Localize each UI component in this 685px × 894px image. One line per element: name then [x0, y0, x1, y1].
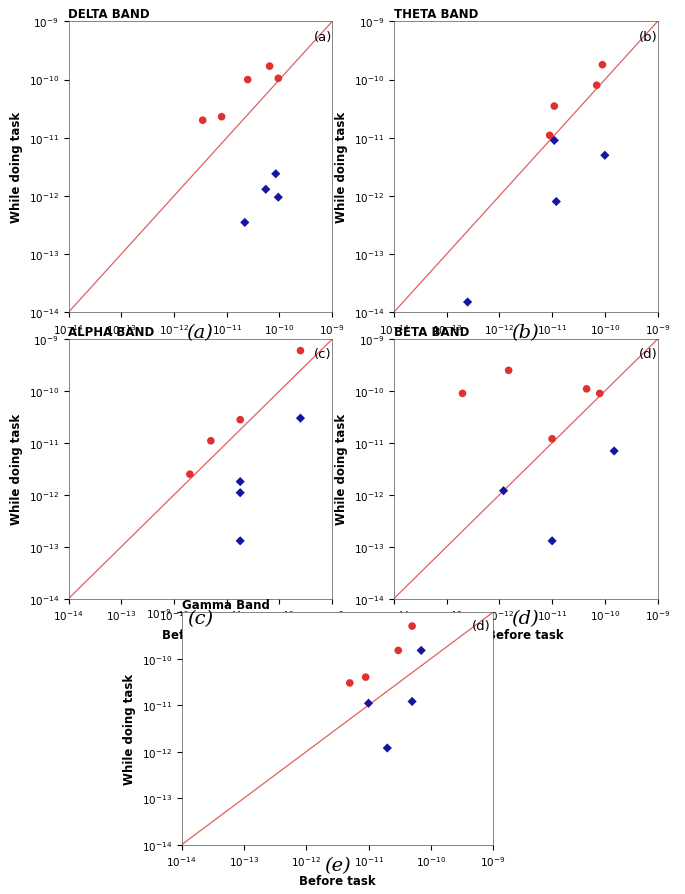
Point	[184, 468, 195, 482]
Point	[235, 475, 246, 489]
Point	[260, 183, 271, 198]
Point	[581, 383, 592, 397]
Point	[382, 741, 393, 755]
X-axis label: Before task: Before task	[488, 628, 564, 641]
Point	[609, 444, 620, 459]
Point	[416, 644, 427, 658]
Point	[457, 387, 468, 401]
Point	[197, 114, 208, 128]
X-axis label: Before task: Before task	[162, 628, 238, 641]
Point	[363, 696, 374, 711]
Point	[273, 72, 284, 87]
Text: DELTA BAND: DELTA BAND	[68, 8, 150, 21]
Point	[503, 364, 514, 378]
Point	[595, 387, 606, 401]
Text: (c): (c)	[314, 348, 332, 360]
Text: (e): (e)	[323, 856, 351, 874]
Text: THETA BAND: THETA BAND	[394, 8, 478, 21]
Y-axis label: While doing task: While doing task	[336, 112, 349, 224]
Point	[239, 216, 250, 231]
Point	[599, 149, 610, 164]
Point	[295, 411, 306, 426]
Text: ALPHA BAND: ALPHA BAND	[68, 325, 155, 339]
Text: (d): (d)	[639, 348, 658, 360]
X-axis label: Before task: Before task	[162, 342, 238, 355]
Text: (d): (d)	[512, 610, 539, 628]
Point	[549, 134, 560, 148]
Point	[235, 486, 246, 501]
Point	[235, 413, 246, 427]
Y-axis label: While doing task: While doing task	[123, 673, 136, 784]
Point	[273, 190, 284, 205]
Text: (d): (d)	[471, 620, 490, 632]
Point	[216, 110, 227, 124]
Y-axis label: While doing task: While doing task	[10, 414, 23, 525]
Text: (a): (a)	[186, 324, 214, 342]
Point	[206, 434, 216, 449]
Point	[407, 620, 418, 634]
Point	[345, 676, 356, 690]
Point	[462, 296, 473, 310]
Point	[242, 73, 253, 88]
Point	[407, 695, 418, 709]
Text: (b): (b)	[639, 31, 658, 44]
Text: BETA BAND: BETA BAND	[394, 325, 469, 339]
Point	[498, 484, 509, 498]
Point	[597, 58, 608, 72]
Point	[551, 195, 562, 209]
Point	[264, 60, 275, 74]
Point	[544, 129, 555, 143]
Point	[360, 670, 371, 685]
Point	[295, 344, 306, 358]
Point	[591, 79, 602, 93]
Text: (c): (c)	[187, 610, 213, 628]
Text: (a): (a)	[314, 31, 332, 44]
Y-axis label: While doing task: While doing task	[10, 112, 23, 224]
Text: (b): (b)	[512, 324, 539, 342]
Y-axis label: While doing task: While doing task	[336, 414, 349, 525]
Point	[393, 644, 403, 658]
Point	[549, 100, 560, 114]
X-axis label: Before task: Before task	[299, 873, 375, 887]
Point	[547, 432, 558, 446]
X-axis label: Before task: Before task	[488, 342, 564, 355]
Text: Gamma Band: Gamma Band	[182, 598, 269, 611]
Point	[235, 534, 246, 548]
Point	[271, 167, 282, 181]
Point	[547, 534, 558, 548]
